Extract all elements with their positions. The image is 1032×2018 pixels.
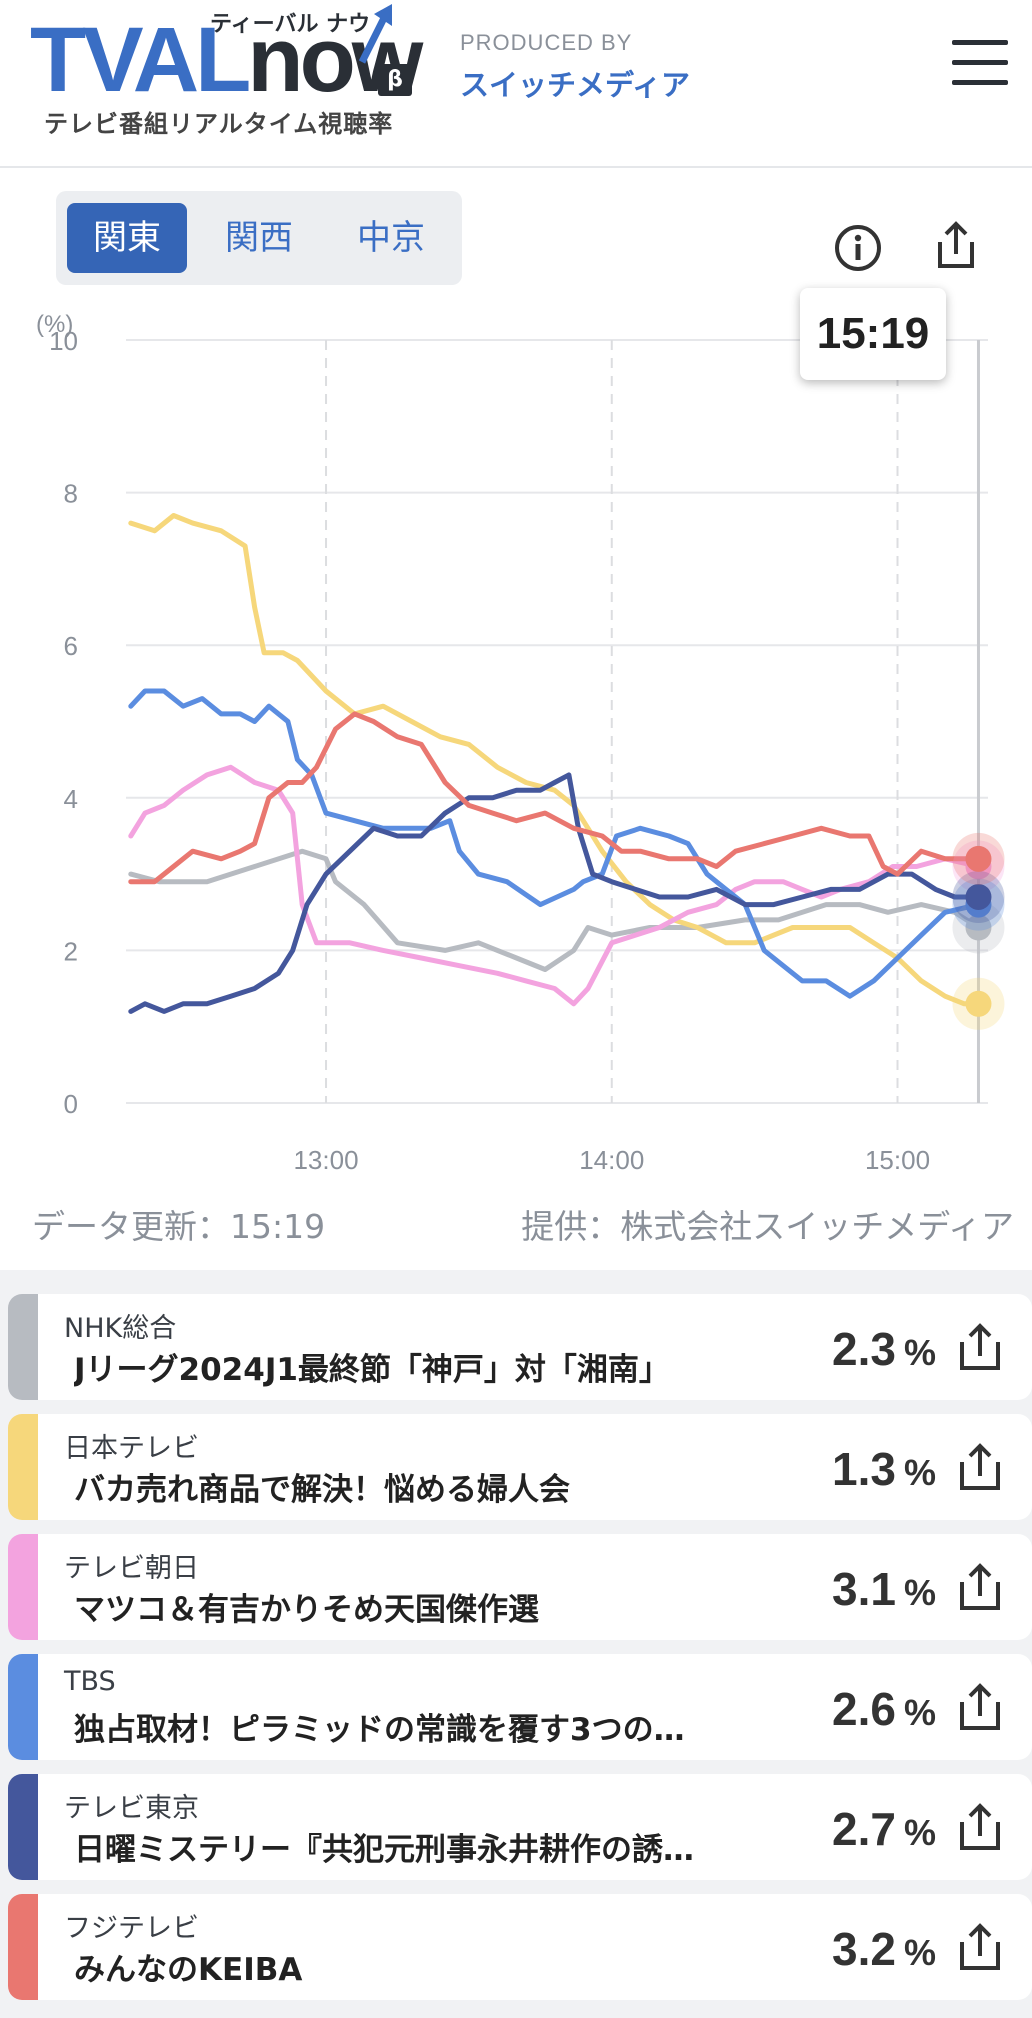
series-line-2[interactable] — [128, 764, 981, 1007]
produced-by-label: PRODUCED BY — [460, 30, 633, 55]
share-icon[interactable] — [952, 1678, 1008, 1736]
channel-color-bar — [8, 1654, 38, 1760]
tab-kanto[interactable]: 関東 — [67, 203, 187, 273]
rating-value: 3.2% — [832, 1923, 936, 1975]
program-title: Jリーグ2024J1最終節「神戸」対「湘南」 — [74, 1352, 670, 1388]
logo-tval: TVAL — [30, 9, 251, 111]
hamburger-menu-icon[interactable] — [948, 36, 1012, 92]
channel-name: TBS — [64, 1666, 116, 1697]
program-card-fuji[interactable]: フジテレビ みんなのKEIBA 3.2% — [8, 1894, 1032, 2000]
series-line-3[interactable] — [128, 688, 981, 999]
region-tabs: 関東 関西 中京 — [56, 191, 462, 285]
x-tick-label: 15:00 — [865, 1145, 930, 1170]
channel-name: テレビ朝日 — [64, 1553, 199, 1584]
y-tick-label: 8 — [64, 479, 78, 509]
series-line-0[interactable] — [128, 848, 981, 972]
ratings-line-chart[interactable]: 0 2 4 6 8 10(%) 13:00 14:00 15:00 — [0, 290, 1032, 1170]
rating-value: 2.6% — [832, 1683, 936, 1735]
program-title: みんなのKEIBA — [74, 1952, 303, 1988]
x-tick-label: 13:00 — [293, 1145, 358, 1170]
program-card-tv-asahi[interactable]: テレビ朝日 マツコ＆有吉かりそめ天国傑作選 3.1% — [8, 1534, 1032, 1640]
channel-color-bar — [8, 1774, 38, 1880]
share-icon[interactable] — [952, 1798, 1008, 1856]
program-card-tbs[interactable]: TBS 独占取材！ピラミッドの常識を覆す3つの… 2.6% — [8, 1654, 1032, 1760]
series-end-point-4[interactable] — [965, 883, 992, 910]
channel-name: テレビ東京 — [64, 1793, 199, 1824]
program-title: マツコ＆有吉かりそめ天国傑作選 — [74, 1592, 539, 1628]
tvalnow-logo[interactable]: ティーバル ナウ TVALnow β テレビ番組リアルタイム視聴率 — [30, 4, 423, 138]
channel-name: フジテレビ — [64, 1913, 199, 1944]
program-title: バカ売れ商品で解決！悩める婦人会 — [74, 1472, 570, 1508]
program-list: NHK総合 Jリーグ2024J1最終節「神戸」対「湘南」 2.3% 日本テレビ … — [0, 1270, 1032, 2018]
share-icon[interactable] — [952, 1438, 1008, 1496]
channel-color-bar — [8, 1894, 38, 2000]
y-tick-label: 0 — [64, 1089, 78, 1119]
arrow-up-icon — [358, 4, 392, 64]
series-end-point-5[interactable] — [965, 845, 992, 872]
beta-badge: β — [378, 64, 412, 96]
app-header: ティーバル ナウ TVALnow β テレビ番組リアルタイム視聴率 PRODUC… — [0, 0, 1032, 168]
program-card-tv-tokyo[interactable]: テレビ東京 日曜ミステリー『共犯元刑事永井耕作の誘… 2.7% — [8, 1774, 1032, 1880]
rating-value: 2.7% — [832, 1803, 936, 1855]
channel-color-bar — [8, 1534, 38, 1640]
channel-name: 日本テレビ — [64, 1433, 199, 1464]
program-card-ntv[interactable]: 日本テレビ バカ売れ商品で解決！悩める婦人会 1.3% — [8, 1414, 1032, 1520]
share-icon[interactable] — [952, 1318, 1008, 1376]
provider-label: 提供：株式会社スイッチメディア — [521, 1207, 1014, 1246]
rating-value: 2.3% — [832, 1323, 936, 1375]
y-tick-label: 2 — [64, 936, 78, 966]
rating-value: 1.3% — [832, 1443, 936, 1495]
logo-kana: ティーバル ナウ — [210, 12, 371, 37]
share-icon[interactable] — [928, 218, 984, 274]
channel-name: NHK総合 — [64, 1313, 177, 1344]
tab-kansai[interactable]: 関西 — [225, 218, 293, 258]
rating-value: 3.1% — [832, 1563, 936, 1615]
share-icon[interactable] — [952, 1918, 1008, 1976]
tab-chukyo[interactable]: 中京 — [357, 218, 425, 258]
share-icon[interactable] — [952, 1558, 1008, 1616]
program-title: 日曜ミステリー『共犯元刑事永井耕作の誘… — [74, 1832, 694, 1868]
series-line-1[interactable] — [128, 513, 981, 1007]
program-card-nhk[interactable]: NHK総合 Jリーグ2024J1最終節「神戸」対「湘南」 2.3% — [8, 1294, 1032, 1400]
y-tick-label: 6 — [64, 631, 78, 661]
current-time-badge: 15:19 — [800, 288, 946, 380]
series-end-point-1[interactable] — [965, 990, 992, 1017]
y-unit-label: (%) — [36, 311, 73, 338]
channel-color-bar — [8, 1414, 38, 1520]
series-line-4[interactable] — [128, 772, 981, 1014]
data-updated-label: データ更新：15:19 — [32, 1207, 326, 1246]
x-tick-label: 14:00 — [579, 1145, 644, 1170]
y-tick-label: 10 — [49, 326, 78, 356]
y-tick-label: 4 — [64, 784, 78, 814]
series-line-5[interactable] — [128, 711, 981, 885]
program-title: 独占取材！ピラミッドの常識を覆す3つの… — [74, 1712, 685, 1748]
series-end-point-0[interactable] — [965, 914, 992, 941]
channel-color-bar — [8, 1294, 38, 1400]
info-icon[interactable] — [830, 220, 886, 276]
producer-name[interactable]: スイッチメディア — [460, 68, 690, 102]
logo-tagline: テレビ番組リアルタイム視聴率 — [44, 110, 394, 138]
